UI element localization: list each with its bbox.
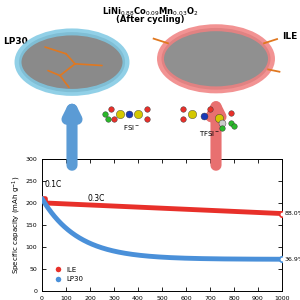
Text: TFSI$^-$: TFSI$^-$ [199, 128, 221, 137]
Text: LiNi$_{0.88}$Co$_{0.09}$Mn$_{0.03}$O$_2$: LiNi$_{0.88}$Co$_{0.09}$Mn$_{0.03}$O$_2$ [102, 5, 198, 17]
Text: 88.0%: 88.0% [284, 211, 300, 216]
Text: 0.1C: 0.1C [45, 180, 62, 189]
Text: FSI$^-$: FSI$^-$ [123, 124, 141, 133]
Circle shape [20, 33, 124, 92]
Text: LP30: LP30 [3, 38, 28, 46]
Text: (After cycling): (After cycling) [116, 15, 184, 24]
Legend: ILE, LP30: ILE, LP30 [48, 264, 86, 285]
Text: 36.9%: 36.9% [284, 257, 300, 262]
Text: 0.3C: 0.3C [88, 194, 105, 203]
Y-axis label: Specific capacity (mAh g$^{-1}$): Specific capacity (mAh g$^{-1}$) [10, 176, 22, 274]
Text: ILE: ILE [282, 32, 297, 41]
Circle shape [162, 29, 270, 89]
